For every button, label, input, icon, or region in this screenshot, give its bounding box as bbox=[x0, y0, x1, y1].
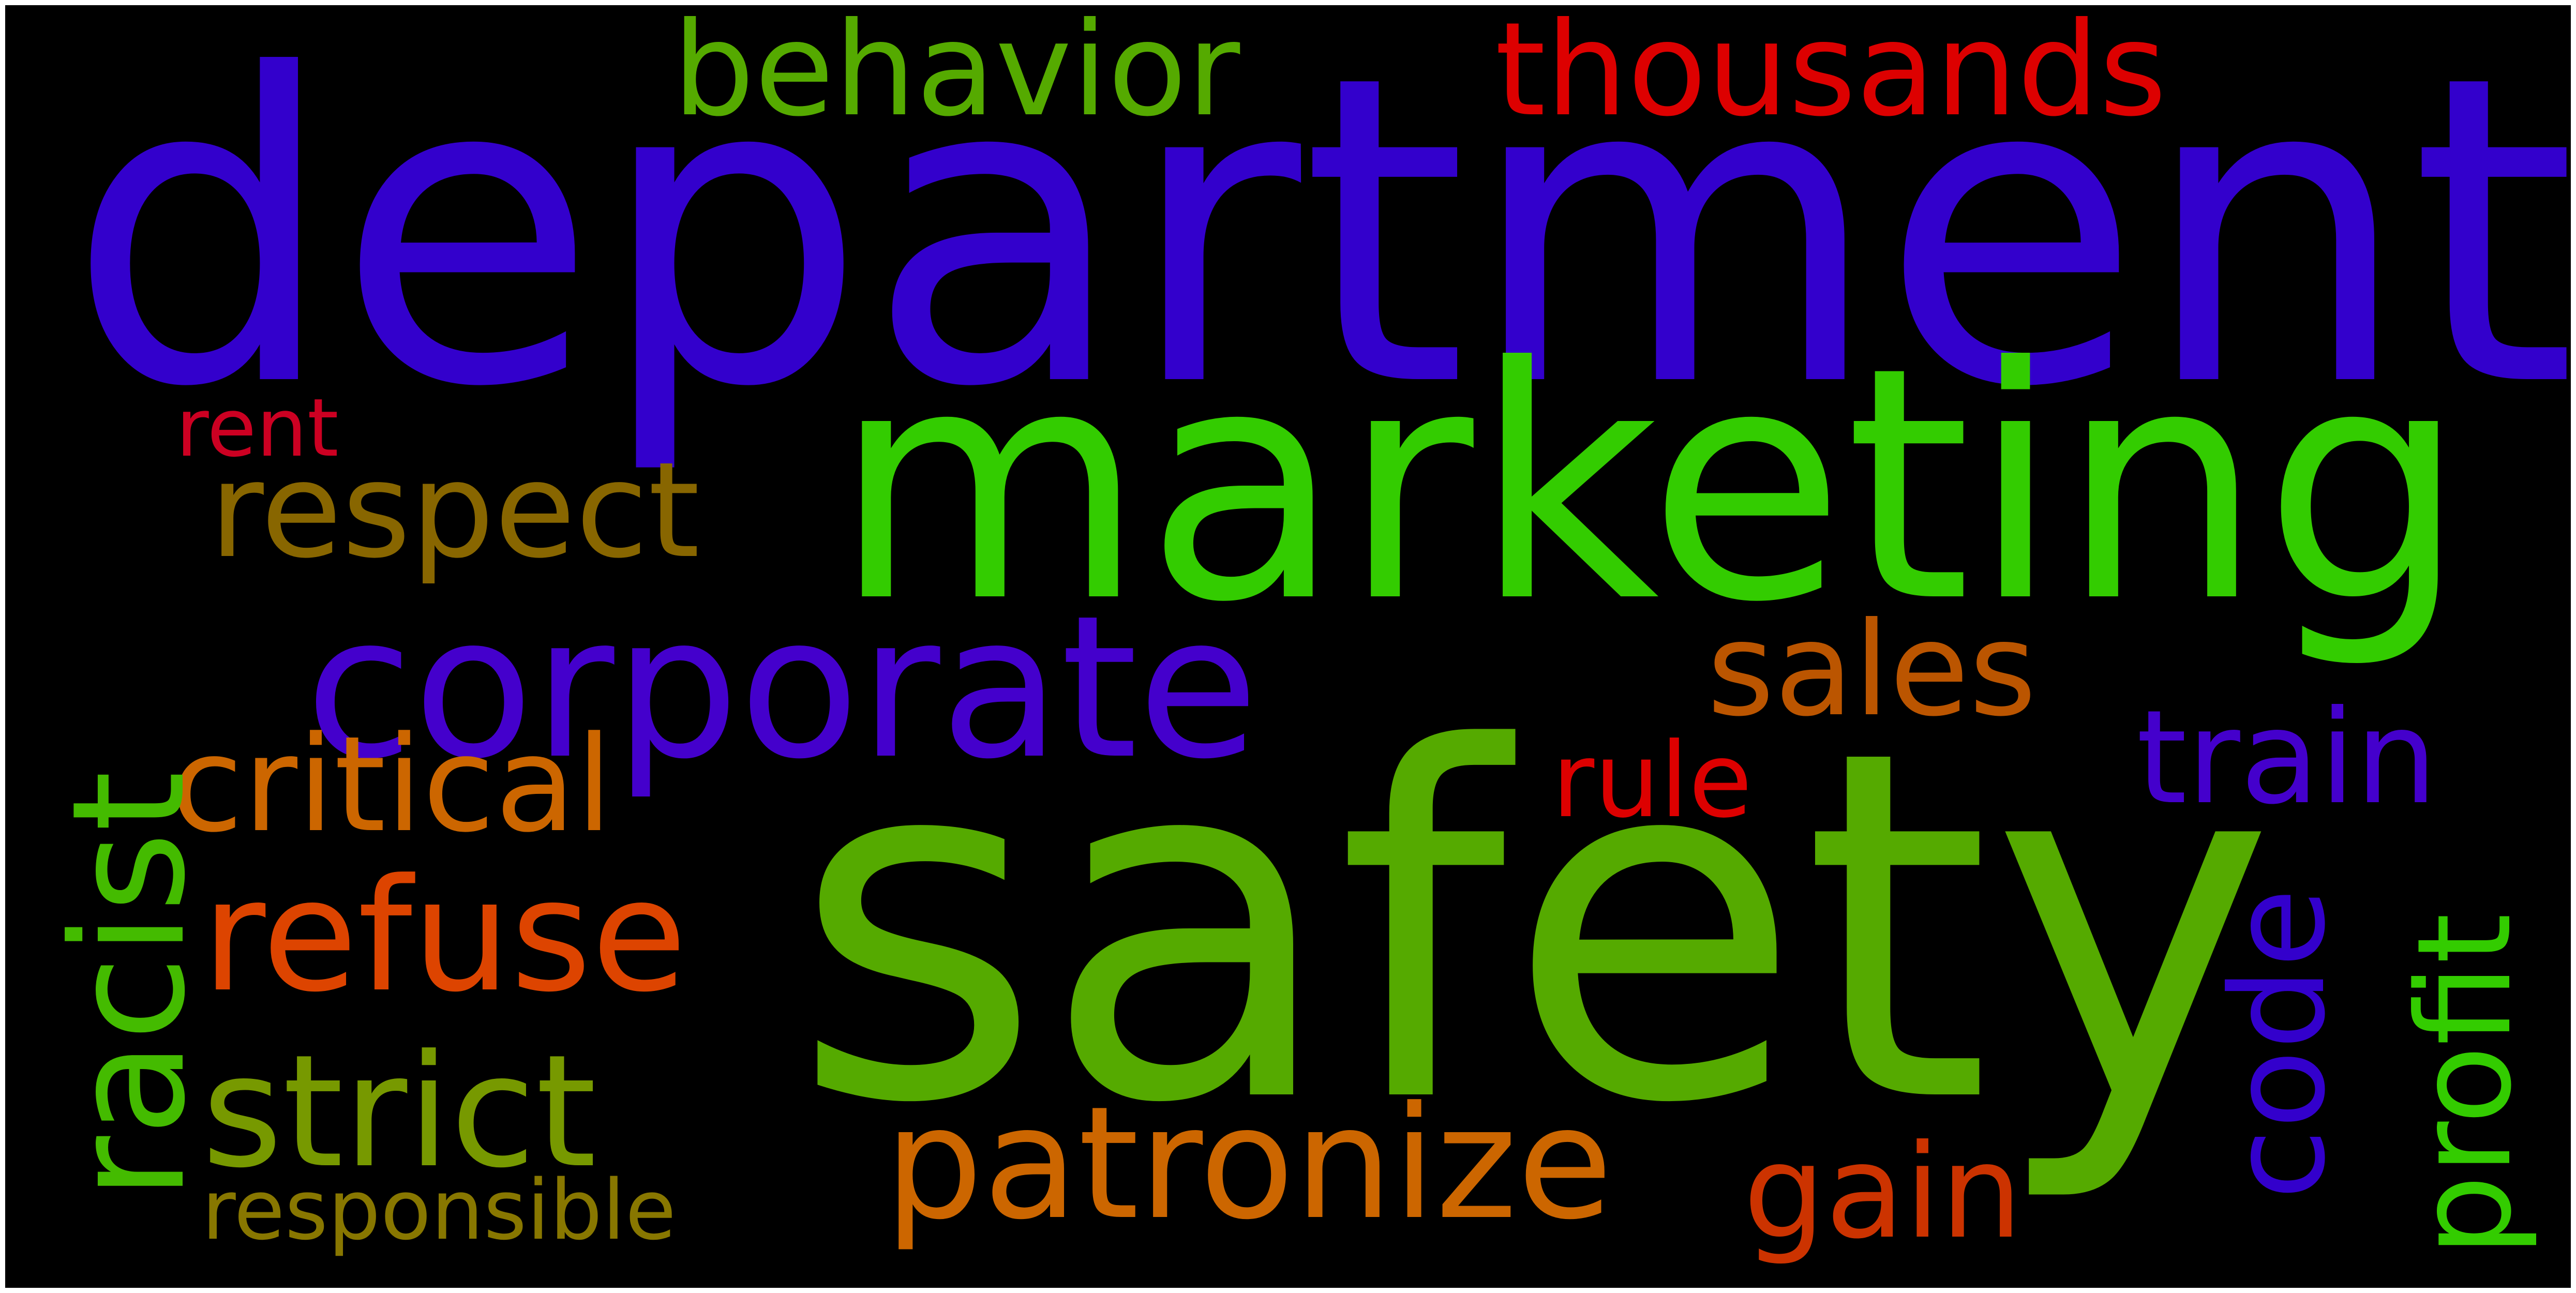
word-code: code bbox=[2203, 888, 2354, 1200]
word-thousands: thousands bbox=[1495, 5, 2167, 145]
word-sales: sales bbox=[1707, 594, 2036, 745]
word-safety: safety bbox=[791, 649, 2276, 1208]
word-critical: racist bbox=[39, 771, 219, 1200]
word-patronize: patronize bbox=[885, 1073, 1613, 1254]
word-rule: rule bbox=[1552, 720, 1753, 841]
word-marketing: marketing bbox=[833, 299, 2467, 672]
word-behavior: behavior bbox=[672, 5, 1240, 145]
word-racist: critical bbox=[171, 708, 613, 862]
word-strict: strict bbox=[202, 1021, 597, 1202]
word-respect: respect bbox=[209, 434, 700, 588]
word-rent: rent bbox=[176, 381, 339, 475]
word-train: train bbox=[2136, 682, 2437, 833]
word-responsible: responsible bbox=[202, 1162, 677, 1258]
word-department: department bbox=[67, 5, 2571, 479]
word-refuse: refuse bbox=[202, 846, 687, 1026]
word-cloud-canvas: department marketing safety corporate be… bbox=[5, 5, 2571, 1288]
word-gain: gain bbox=[1743, 1117, 2023, 1267]
word-profit: profit bbox=[2389, 913, 2540, 1257]
word-corporate: corporate bbox=[305, 573, 1259, 802]
